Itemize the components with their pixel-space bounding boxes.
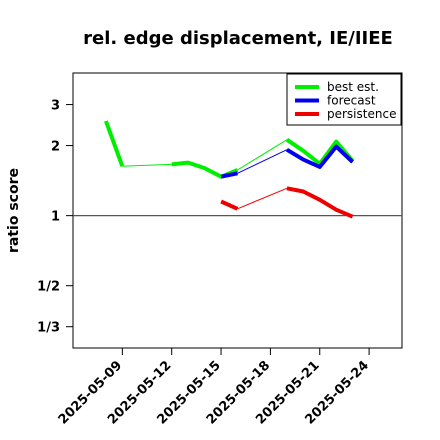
series-line-best-est	[237, 139, 288, 171]
series-line-best-est	[122, 163, 172, 167]
x-axis: 2025-05-092025-05-122025-05-152025-05-18…	[56, 348, 372, 428]
y-axis-label: ratio score	[6, 168, 22, 253]
series-line-best-est	[104, 120, 125, 167]
series-line-forecast	[285, 144, 354, 169]
series-best-est	[104, 120, 355, 179]
series-persistence	[220, 186, 354, 219]
y-tick-label: 1	[51, 210, 60, 225]
series-line-forecast	[237, 149, 288, 174]
legend-label: best est.	[327, 80, 379, 94]
series-line-persistence	[237, 187, 288, 210]
legend-label: persistence	[327, 107, 396, 121]
y-tick-label: 3	[51, 99, 60, 114]
y-axis: 3 2 1 1/2 1/3	[37, 99, 73, 336]
plot-area-frame	[72, 72, 403, 349]
series-line-forecast	[220, 171, 238, 179]
y-tick-label: 1/2	[37, 280, 60, 295]
y-tick-label: 1/3	[37, 321, 60, 336]
legend-label: forecast	[327, 94, 376, 108]
series-group	[104, 120, 355, 219]
series-line-persistence	[286, 186, 354, 219]
legend-box	[286, 73, 402, 126]
series-forecast	[220, 144, 354, 179]
series-line-persistence	[220, 199, 239, 211]
chart-title: rel. edge displacement, IE/IIEE	[83, 28, 393, 49]
y-tick-label: 2	[51, 140, 60, 155]
